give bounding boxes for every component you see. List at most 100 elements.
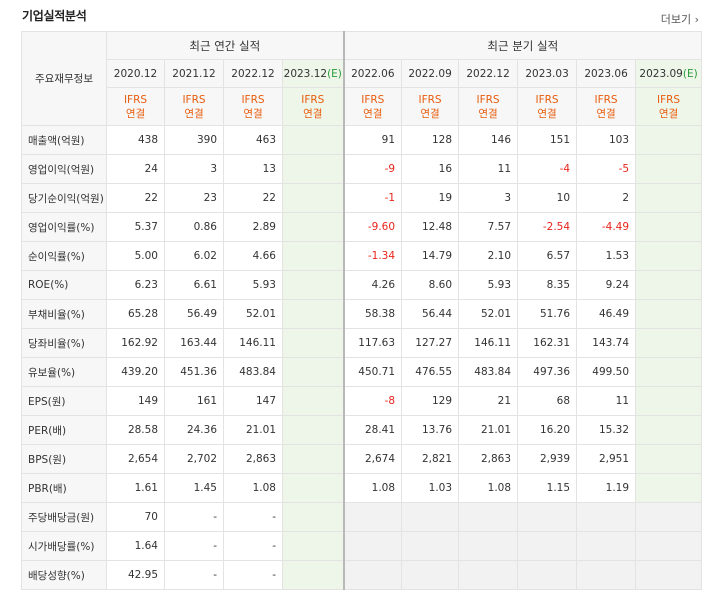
table-cell: -8 xyxy=(342,386,403,416)
table-cell xyxy=(281,357,345,387)
table-cell: 10 xyxy=(517,183,578,213)
table-cell: 11 xyxy=(458,154,519,184)
row-label: 유보율(%) xyxy=(21,357,107,387)
table-cell: 56.49 xyxy=(164,299,224,329)
table-cell: 9.24 xyxy=(576,270,637,300)
table-row: 영업이익률(%) 5.37 0.86 2.89 -9.60 12.48 7.57 -2.54-… xyxy=(21,212,703,242)
table-cell: 146 xyxy=(458,125,519,155)
table-cell xyxy=(281,241,345,271)
table-cell: 13.76 xyxy=(401,415,460,445)
table-cell xyxy=(281,328,345,358)
table-cell: 24.36 xyxy=(164,415,224,445)
ifrs-consolidated-label: IFRS 연결 xyxy=(164,87,224,126)
table-cell: 161 xyxy=(164,386,224,416)
table-cell: -1 xyxy=(342,183,403,213)
chevron-right-icon: › xyxy=(691,13,699,26)
table-row: 매출액(억원) 438 390 463 91 128 146 151 103 xyxy=(21,125,703,155)
ifrs-consolidated-label: IFRS 연결 xyxy=(342,87,403,126)
table-cell xyxy=(342,531,403,561)
table-cell: -1.34 xyxy=(342,241,403,271)
table-row: PER(배) 28.58 24.36 21.01 28.41 13.76 21.01 16.2… xyxy=(21,415,703,445)
table-cell: 1.53 xyxy=(576,241,637,271)
table-cell: 21.01 xyxy=(458,415,519,445)
table-cell xyxy=(281,444,345,474)
ifrs-consolidated-label: IFRS 연결 xyxy=(106,87,165,126)
table-row: ROE(%) 6.23 6.61 5.93 4.26 8.60 5.93 8.35 9.24 xyxy=(21,270,703,300)
table-cell: 497.36 xyxy=(517,357,578,387)
table-row: 유보율(%) 439.20 451.36 483.84 450.71 476.55 483.… xyxy=(21,357,703,387)
table-cell: 70 xyxy=(106,502,165,532)
table-cell xyxy=(635,502,703,532)
table-cell xyxy=(281,154,345,184)
table-cell: -9.60 xyxy=(342,212,403,242)
table-cell: 21.01 xyxy=(223,415,283,445)
table-cell: 146.11 xyxy=(458,328,519,358)
section-title: 기업실적분석 xyxy=(22,9,87,23)
table-cell: 24 xyxy=(106,154,165,184)
table-cell xyxy=(635,299,703,329)
table-cell: 51.76 xyxy=(517,299,578,329)
table-cell xyxy=(517,502,578,532)
quarter-header: 최근 분기 실적 xyxy=(342,31,703,60)
table-cell: 2,654 xyxy=(106,444,165,474)
table-cell: 2.89 xyxy=(223,212,283,242)
ifrs-consolidated-label: IFRS 연결 xyxy=(401,87,460,126)
table-cell: 65.28 xyxy=(106,299,165,329)
row-label: PER(배) xyxy=(21,415,107,445)
table-cell xyxy=(458,560,519,590)
table-cell xyxy=(401,502,460,532)
table-cell xyxy=(635,415,703,445)
table-cell xyxy=(635,212,703,242)
table-cell: 5.00 xyxy=(106,241,165,271)
table-cell: 52.01 xyxy=(223,299,283,329)
table-cell: 8.60 xyxy=(401,270,460,300)
table-cell xyxy=(635,531,703,561)
table-cell: 162.31 xyxy=(517,328,578,358)
table-cell: 46.49 xyxy=(576,299,637,329)
table-cell xyxy=(458,502,519,532)
table-cell: -5 xyxy=(576,154,637,184)
table-row: 순이익률(%) 5.00 6.02 4.66 -1.34 14.79 2.10 6.57 1.5… xyxy=(21,241,703,271)
row-label: 당좌비율(%) xyxy=(21,328,107,358)
table-cell: 450.71 xyxy=(342,357,403,387)
table-cell: 390 xyxy=(164,125,224,155)
row-label: ROE(%) xyxy=(21,270,107,300)
table-cell: - xyxy=(223,560,283,590)
table-cell: 28.58 xyxy=(106,415,165,445)
table-cell: 163.44 xyxy=(164,328,224,358)
table-cell: 52.01 xyxy=(458,299,519,329)
table-cell: 2 xyxy=(576,183,637,213)
table-cell: 1.08 xyxy=(223,473,283,503)
table-cell: 22 xyxy=(223,183,283,213)
table-cell: 68 xyxy=(517,386,578,416)
table-cell xyxy=(517,560,578,590)
period-header-quarter: 2023.06 xyxy=(576,59,637,88)
table-cell xyxy=(281,531,345,561)
table-cell: 16.20 xyxy=(517,415,578,445)
table-cell xyxy=(458,531,519,561)
table-cell: 438 xyxy=(106,125,165,155)
table-cell: 463 xyxy=(223,125,283,155)
table-cell: 19 xyxy=(401,183,460,213)
table-cell: 1.03 xyxy=(401,473,460,503)
table-cell: 2,702 xyxy=(164,444,224,474)
table-cell: 3 xyxy=(458,183,519,213)
table-cell: 5.93 xyxy=(223,270,283,300)
table-cell xyxy=(576,531,637,561)
period-header-quarter: 2022.09 xyxy=(401,59,460,88)
table-cell xyxy=(401,560,460,590)
table-cell: -4.49 xyxy=(576,212,637,242)
corner-label: 주요재무정보 xyxy=(21,31,107,126)
table-cell: 6.02 xyxy=(164,241,224,271)
table-cell xyxy=(281,183,345,213)
table-row: 주당배당금(원) 70- - xyxy=(21,502,703,532)
table-row: EPS(원) 149 161 147 -8 129 21 68 11 xyxy=(21,386,703,416)
more-link[interactable]: 더보기 › xyxy=(660,13,699,26)
row-label: 당기순이익(억원) xyxy=(21,183,107,213)
ifrs-consolidated-label: IFRS 연결 xyxy=(635,87,703,126)
table-cell: -4 xyxy=(517,154,578,184)
table-cell: 6.61 xyxy=(164,270,224,300)
table-cell: 147 xyxy=(223,386,283,416)
table-cell: 476.55 xyxy=(401,357,460,387)
